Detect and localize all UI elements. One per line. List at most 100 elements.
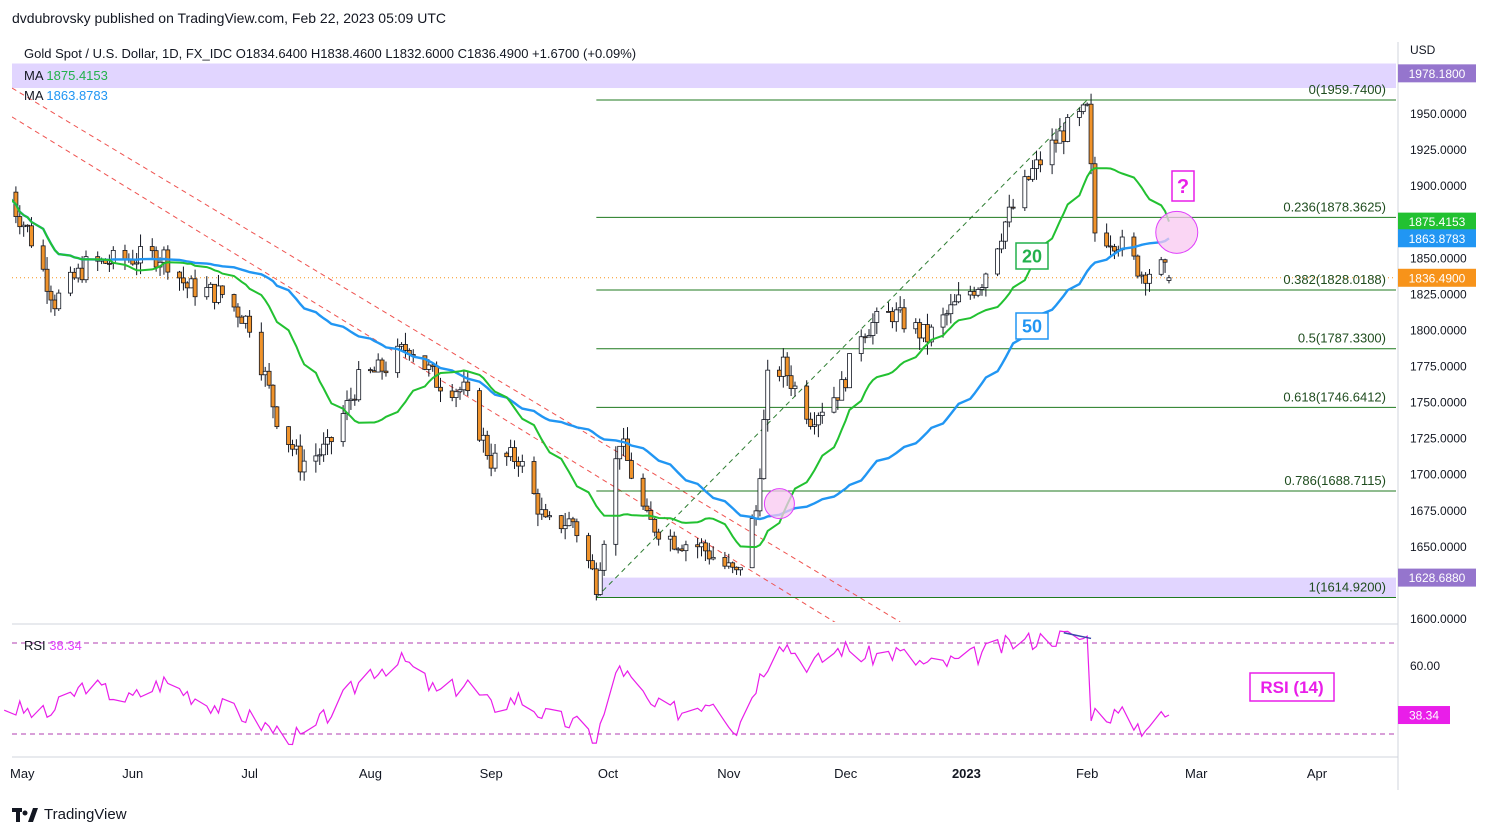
candle-6 [40,239,46,272]
candle-202 [1108,235,1113,256]
candle-8 [48,285,54,313]
candle-198 [1084,102,1090,107]
price-zones [12,63,1396,598]
candle-68 [375,353,381,373]
legend-ma20: MA 1875.4153 [24,68,108,83]
candle-48 [266,362,272,389]
candle-94 [516,456,521,477]
trend-line-red-upper [12,87,901,622]
candle-51 [286,426,291,453]
candle-213 [1166,274,1172,284]
candle-141 [777,366,782,382]
candle-115 [628,452,634,480]
candle-42 [235,303,241,328]
candle-117 [644,498,650,513]
candle-86 [477,387,482,442]
fib-label-1: 0.236(1878.3625) [1283,199,1386,214]
candle-181 [995,247,1000,277]
candle-44 [243,315,249,329]
candle-199 [1088,93,1094,175]
candle-104 [570,516,576,529]
candle-131 [722,551,728,570]
candle-123 [675,546,681,554]
ma20-tag-box: 20 [1015,242,1049,270]
zone-top [12,63,1396,89]
legend-rsi: RSI 38.34 [24,638,82,653]
candle-83 [457,386,463,400]
candle-135 [738,567,743,576]
fib-label-5: 0.786(1688.7115) [1284,473,1386,488]
candle-41 [231,293,237,312]
candle-63 [348,387,354,410]
candle-140 [765,359,771,432]
candle-182 [999,233,1004,254]
candle-201 [1104,223,1110,249]
candle-93 [512,440,517,469]
candle-97 [535,488,541,527]
legend-ohlc: Gold Spot / U.S. Dollar, 1D, FX_IDC O183… [24,46,637,61]
candle-120 [656,528,662,546]
x-tick-11: Apr [1307,766,1328,781]
candle-19 [106,254,112,272]
legend-ma50-label: MA [24,88,43,103]
currency-label: USD [1410,43,1436,57]
y-tick-6: 1800.0000 [1410,323,1467,337]
candle-92 [508,439,514,461]
candle-67 [371,366,377,373]
candle-33 [184,281,190,299]
candle-11 [68,266,73,297]
candle-55 [301,449,307,481]
fib-label-2: 0.382(1828.0188) [1283,272,1386,287]
candle-58 [321,432,327,462]
candle-57 [317,448,323,466]
price-label-2: 1863.8783 [1409,232,1466,246]
candle-85 [465,371,471,396]
candle-103 [566,511,572,527]
candle-156 [858,329,864,362]
candle-185 [1010,198,1016,210]
candle-45 [247,310,253,338]
candle-71 [395,338,401,378]
candle-166 [913,318,919,334]
x-tick-8: 2023 [952,766,981,781]
y-tick-4: 1850.0000 [1410,251,1467,265]
candle-84 [461,369,467,395]
candle-89 [488,443,494,477]
price-label-1-box: 1875.4153 [1398,212,1476,231]
candle-10 [56,289,62,311]
candle-24 [134,252,140,276]
candle-16 [95,251,101,272]
y-tick-5: 1825.0000 [1410,287,1467,301]
candle-54 [297,434,303,481]
price-label-4-box: 1628.6880 [1398,568,1476,587]
candle-49 [270,384,276,419]
candle-139 [761,409,767,480]
candle-15 [83,250,89,283]
fib-label-3: 0.5(1787.3300) [1298,331,1386,346]
candle-61 [340,405,346,447]
candle-144 [788,365,794,396]
legend-ma50: MA 1863.8783 [24,88,108,103]
candle-161 [886,302,891,313]
candle-165 [901,299,907,333]
candle-9 [52,294,58,316]
ma50-tag-box: 50 [1015,312,1049,340]
candle-12 [71,268,77,280]
axes: USD1950.00001925.00001900.00001875.00001… [10,42,1476,790]
candle-173 [948,293,954,324]
x-tick-9: Feb [1076,766,1098,781]
candle-37 [208,282,214,288]
candle-209 [1143,272,1148,296]
candle-23 [130,249,136,266]
candle-119 [652,517,658,537]
legend-ma20-value: 1875.4153 [46,68,108,83]
x-tick-3: Aug [359,766,382,781]
candle-153 [839,371,845,401]
candle-52 [290,439,295,457]
candle-99 [543,503,549,518]
candle-177 [971,286,977,299]
rsi-last-label: 38.34 [1409,709,1439,723]
candle-184 [1006,194,1012,228]
candle-50 [274,405,280,430]
